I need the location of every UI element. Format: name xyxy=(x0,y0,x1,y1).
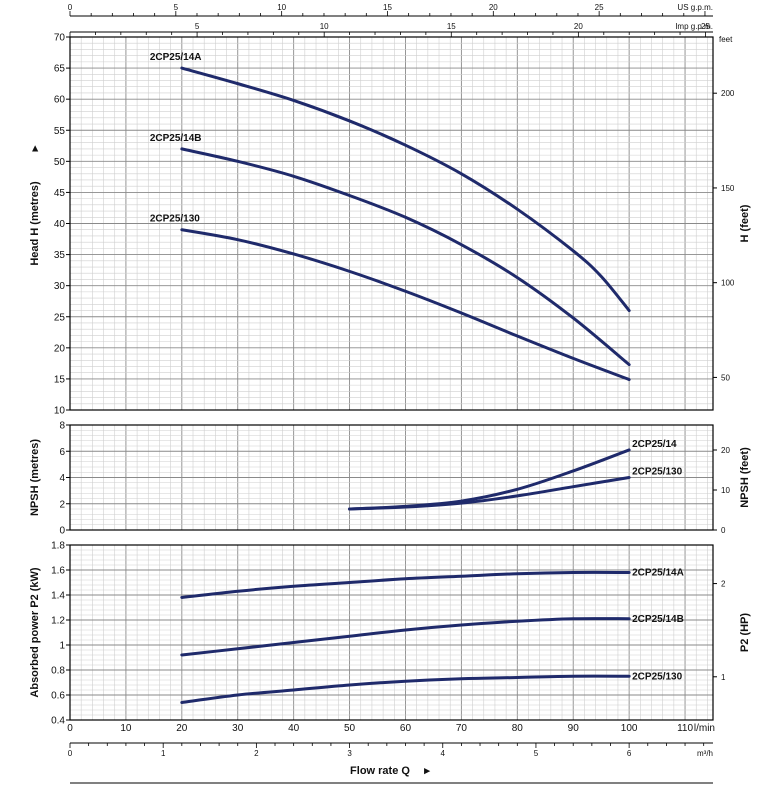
x-tick-label-usgpm: 5 xyxy=(174,3,179,12)
y-axis-label: NPSH (metres) xyxy=(29,439,41,516)
y-tick-label: 4 xyxy=(59,473,65,484)
x-tick-label-m3h: 2 xyxy=(254,749,259,758)
x-tick-label-lmin: 20 xyxy=(176,723,188,734)
x-tick-label-lmin: 30 xyxy=(232,723,244,734)
x-unit-m3h: m³/h xyxy=(697,749,713,758)
curve-head-1 xyxy=(180,147,631,367)
y-tick-label: 55 xyxy=(54,126,66,137)
y-tick-label: 25 xyxy=(54,312,66,323)
right-tick-label: 20 xyxy=(721,446,730,455)
x-tick-label-impgpm: 20 xyxy=(574,22,583,31)
right-tick-label: 0 xyxy=(721,526,726,535)
curve-label: 2CP25/130 xyxy=(632,671,682,682)
y-axis-label: Absorbed power P2 (kW) xyxy=(29,567,41,698)
curve-npsh-1 xyxy=(348,476,631,511)
x-tick-label-lmin: 0 xyxy=(67,723,73,734)
y-tick-label: 1.2 xyxy=(51,616,65,627)
y-tick-label: 2 xyxy=(59,499,65,510)
x-tick-label-m3h: 3 xyxy=(347,749,352,758)
x-unit-usgpm: US g.p.m. xyxy=(677,3,713,12)
panel-power xyxy=(66,544,717,721)
y-tick-label: 1.4 xyxy=(51,591,65,602)
x-axis-label: Flow rate Q xyxy=(350,765,410,777)
y-tick-label: 30 xyxy=(54,281,66,292)
right-tick-label: 100 xyxy=(721,279,735,288)
right-tick-label: 150 xyxy=(721,184,735,193)
x-tick-label-m3h: 5 xyxy=(534,749,539,758)
x-tick-label-m3h: 6 xyxy=(627,749,632,758)
curve-power-2 xyxy=(180,674,631,704)
x-tick-label-lmin: 60 xyxy=(400,723,412,734)
y-tick-label: 8 xyxy=(59,421,65,432)
y-tick-label: 65 xyxy=(54,64,66,75)
x-tick-label-lmin: 90 xyxy=(568,723,580,734)
y-axis-label: Head H (metres) xyxy=(29,181,41,266)
x-tick-label-lmin: 10 xyxy=(120,723,132,734)
y-tick-label: 1 xyxy=(59,641,65,652)
x-tick-label-lmin: 50 xyxy=(344,723,356,734)
x-tick-label-m3h: 0 xyxy=(68,749,73,758)
x-tick-label-usgpm: 20 xyxy=(489,3,498,12)
y-tick-label: 6 xyxy=(59,447,65,458)
curve-label: 2CP25/14B xyxy=(150,133,202,144)
panel-frame xyxy=(69,544,714,721)
y-tick-label: 1.8 xyxy=(51,541,65,552)
right-axis-unit: feet xyxy=(719,35,733,44)
x-axis-arrow: ▸ xyxy=(423,765,430,777)
right-tick-label: 200 xyxy=(721,89,735,98)
x-unit-impgpm: Imp g.p.m. xyxy=(675,22,713,31)
x-tick-label-impgpm: 5 xyxy=(195,22,200,31)
curve-head-2 xyxy=(180,228,631,382)
y-tick-label: 0.6 xyxy=(51,691,65,702)
curve-label: 2CP25/130 xyxy=(150,214,200,225)
x-tick-label-impgpm: 10 xyxy=(320,22,329,31)
y-axis-label-right: H (feet) xyxy=(739,204,751,242)
x-tick-label-lmin: 100 xyxy=(621,723,638,734)
x-tick-label-impgpm: 25 xyxy=(701,22,710,31)
y-tick-label: 35 xyxy=(54,250,66,261)
y-axis-label-right: P2 (HP) xyxy=(739,613,751,652)
curve-label: 2CP25/14B xyxy=(632,614,684,625)
x-tick-label-impgpm: 15 xyxy=(447,22,456,31)
curve-label: 2CP25/14 xyxy=(632,439,677,450)
x-tick-label-lmin: 110 xyxy=(677,723,693,734)
y-tick-label: 40 xyxy=(54,219,66,230)
x-unit-lmin: l/min xyxy=(694,723,715,734)
x-tick-label-m3h: 1 xyxy=(161,749,166,758)
curve-label: 2CP25/14A xyxy=(632,568,684,579)
right-tick-label: 50 xyxy=(721,373,730,382)
y-tick-label: 0.4 xyxy=(51,716,65,727)
curve-power-1 xyxy=(180,617,631,657)
right-tick-label: 1 xyxy=(721,673,726,682)
curve-label: 2CP25/130 xyxy=(632,467,682,478)
y-tick-label: 60 xyxy=(54,95,66,106)
y-axis-label-right: NPSH (feet) xyxy=(739,447,751,508)
y-tick-label: 45 xyxy=(54,188,66,199)
x-tick-label-lmin: 70 xyxy=(456,723,468,734)
curve-power-0 xyxy=(180,570,631,599)
right-tick-label: 10 xyxy=(721,486,730,495)
x-tick-label-usgpm: 0 xyxy=(68,3,73,12)
x-tick-label-m3h: 4 xyxy=(441,749,446,758)
y-tick-label: 15 xyxy=(54,374,66,385)
right-tick-label: 2 xyxy=(721,580,726,589)
panel-head xyxy=(66,36,717,411)
curve-label: 2CP25/14A xyxy=(150,52,202,63)
y-tick-label: 0 xyxy=(59,526,65,537)
y-tick-label: 1.6 xyxy=(51,566,65,577)
panel-npsh xyxy=(66,424,717,531)
curve-head-0 xyxy=(180,66,631,313)
x-tick-label-usgpm: 15 xyxy=(383,3,392,12)
x-tick-label-lmin: 40 xyxy=(288,723,300,734)
y-tick-label: 10 xyxy=(54,406,66,417)
y-tick-label: 0.8 xyxy=(51,666,65,677)
x-tick-label-usgpm: 25 xyxy=(595,3,604,12)
y-tick-label: 20 xyxy=(54,343,66,354)
y-axis-arrow: ▸ xyxy=(29,145,41,152)
x-tick-label-usgpm: 10 xyxy=(277,3,286,12)
y-tick-label: 50 xyxy=(54,157,66,168)
x-tick-label-lmin: 80 xyxy=(512,723,524,734)
y-tick-label: 70 xyxy=(54,33,66,44)
